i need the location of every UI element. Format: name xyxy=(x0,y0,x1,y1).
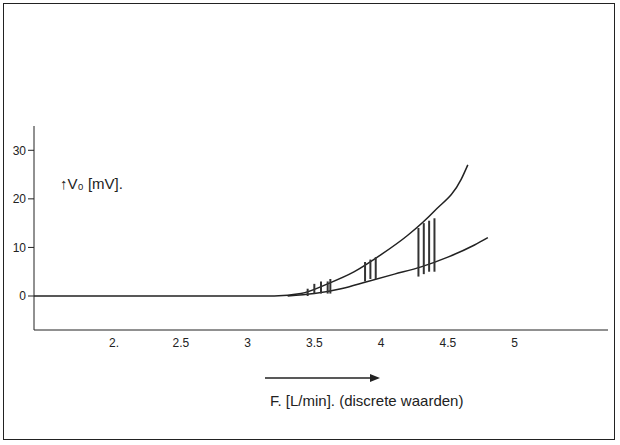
svg-text:20: 20 xyxy=(13,192,27,206)
svg-text:5: 5 xyxy=(511,336,518,350)
svg-text:2.5: 2.5 xyxy=(172,336,189,350)
svg-text:3.5: 3.5 xyxy=(306,336,323,350)
svg-text:4.5: 4.5 xyxy=(439,336,456,350)
svg-text:10: 10 xyxy=(13,241,27,255)
html-text:↑V₀ [mV].: ↑V₀ [mV]. xyxy=(60,175,123,192)
html-text:F. [L/min]. (discrete waarden): F. [L/min]. (discrete waarden) xyxy=(270,392,464,409)
svg-text:2.: 2. xyxy=(109,336,119,350)
svg-text:3: 3 xyxy=(244,336,251,350)
svg-text:0: 0 xyxy=(19,289,26,303)
svg-text:4: 4 xyxy=(378,336,385,350)
svg-text:30: 30 xyxy=(13,144,27,158)
